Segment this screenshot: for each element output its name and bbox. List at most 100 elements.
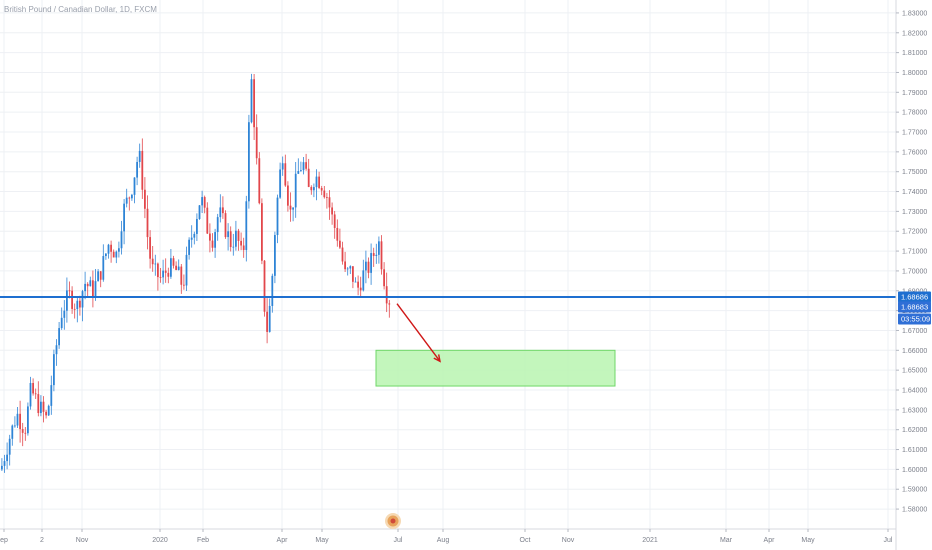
price-tag-current-bg	[898, 301, 931, 313]
candle-body	[159, 277, 162, 278]
x-tick-label: Aug	[437, 537, 450, 544]
candle-body	[380, 241, 383, 270]
candle-body	[162, 270, 164, 278]
candle-body	[99, 271, 102, 280]
candle-body	[42, 401, 45, 412]
candle-body	[131, 194, 133, 199]
candle-body	[167, 272, 170, 277]
y-tick-label: 1.81000	[902, 50, 927, 57]
countdown-tag-bg	[898, 313, 931, 325]
candle-body	[136, 161, 138, 178]
candle-body	[323, 190, 326, 198]
candle-body	[370, 253, 372, 273]
candle-body	[310, 186, 313, 191]
y-tick-label: 1.72000	[902, 229, 927, 236]
candle-body	[84, 283, 86, 292]
x-tick-label: 2020	[152, 537, 168, 544]
candle-body	[8, 438, 11, 455]
candle-body	[248, 122, 250, 202]
candle-body	[32, 383, 34, 394]
y-tick-label: 1.66000	[902, 348, 927, 355]
candle-body	[144, 189, 146, 209]
candle-body	[287, 185, 289, 206]
candle-body	[115, 251, 118, 258]
y-tick-label: 1.67000	[902, 328, 927, 335]
y-tick-label: 1.65000	[902, 368, 927, 375]
candle-body	[359, 287, 362, 291]
candle-body	[172, 258, 175, 266]
candle-body	[211, 240, 214, 248]
candle-body	[164, 270, 167, 273]
x-tick-label: Apr	[764, 537, 776, 544]
candle-body	[102, 256, 105, 280]
price-axis[interactable]: 1.83000 1.82000 1.81000 1.80000 1.79000 1.780…	[895, 0, 931, 550]
candle-body	[118, 248, 120, 252]
y-tick-label: 1.79000	[902, 90, 927, 97]
candle-body	[6, 454, 8, 462]
candle-body	[315, 176, 318, 188]
candle-body	[110, 244, 112, 252]
candle-body	[206, 207, 209, 234]
candle-body	[378, 241, 380, 255]
candle-body	[331, 207, 333, 215]
candle-body	[34, 393, 37, 395]
candle-body	[375, 254, 378, 256]
candle-body	[253, 79, 255, 128]
arrow-layer[interactable]	[396, 303, 441, 363]
x-tick-label: Jul	[394, 537, 403, 544]
candle-body	[37, 394, 40, 414]
y-tick-label: 1.76000	[902, 149, 927, 156]
candle-body	[128, 197, 131, 199]
candle-body	[154, 263, 157, 265]
candle-body	[188, 239, 190, 255]
y-tick-label: 1.62000	[902, 427, 927, 434]
candle-body	[105, 253, 107, 257]
candle-body	[346, 268, 349, 270]
candle-body	[196, 218, 198, 234]
candle-body	[201, 197, 203, 206]
candle-body	[344, 261, 346, 270]
candle-body	[86, 283, 89, 287]
x-tick-label: Oct	[520, 537, 531, 544]
y-tick-label: 1.82000	[902, 30, 927, 37]
candle-body	[268, 305, 271, 332]
price-tag-line-bg	[898, 291, 931, 303]
candle-body	[133, 177, 136, 195]
time-axis[interactable]: ep 2 Nov 2020 Feb Apr May Jul Aug Oct Nov 2021 Mar Ap…	[0, 528, 896, 544]
candle-body	[255, 127, 258, 159]
candle-body	[237, 230, 240, 241]
candle-body	[292, 207, 294, 210]
candle-body	[297, 171, 300, 174]
candle-body	[198, 205, 201, 219]
x-tick-label: 2021	[642, 537, 658, 544]
candle-body	[107, 244, 110, 254]
candle-body	[53, 354, 55, 386]
candle-body	[47, 405, 50, 416]
y-tick-label: 1.73000	[902, 209, 927, 216]
chart-title: British Pound / Canadian Dollar, 1D, FXC…	[4, 5, 157, 14]
candle-body	[261, 203, 263, 261]
candle-body	[92, 280, 94, 298]
candle-body	[175, 265, 177, 270]
x-tick-label: Apr	[277, 537, 289, 544]
candle-body	[326, 197, 328, 198]
candle-body	[305, 162, 307, 169]
candle-body	[45, 411, 47, 416]
candle-body	[177, 266, 180, 270]
candle-body	[125, 197, 128, 204]
x-tick-label: 2	[40, 537, 44, 544]
candle-body	[68, 290, 71, 292]
candle-body	[81, 291, 84, 308]
candle-body	[336, 227, 339, 241]
candle-body	[146, 208, 149, 238]
candle-body	[333, 214, 336, 228]
candle-body	[203, 197, 206, 208]
x-tick-label: ep	[0, 537, 8, 544]
candle-body	[190, 237, 193, 240]
candle-body	[235, 230, 237, 247]
y-tick-label: 1.75000	[902, 169, 927, 176]
candle-body	[227, 231, 229, 238]
target-zone-layer	[375, 349, 616, 387]
y-tick-label: 1.70000	[902, 268, 927, 275]
